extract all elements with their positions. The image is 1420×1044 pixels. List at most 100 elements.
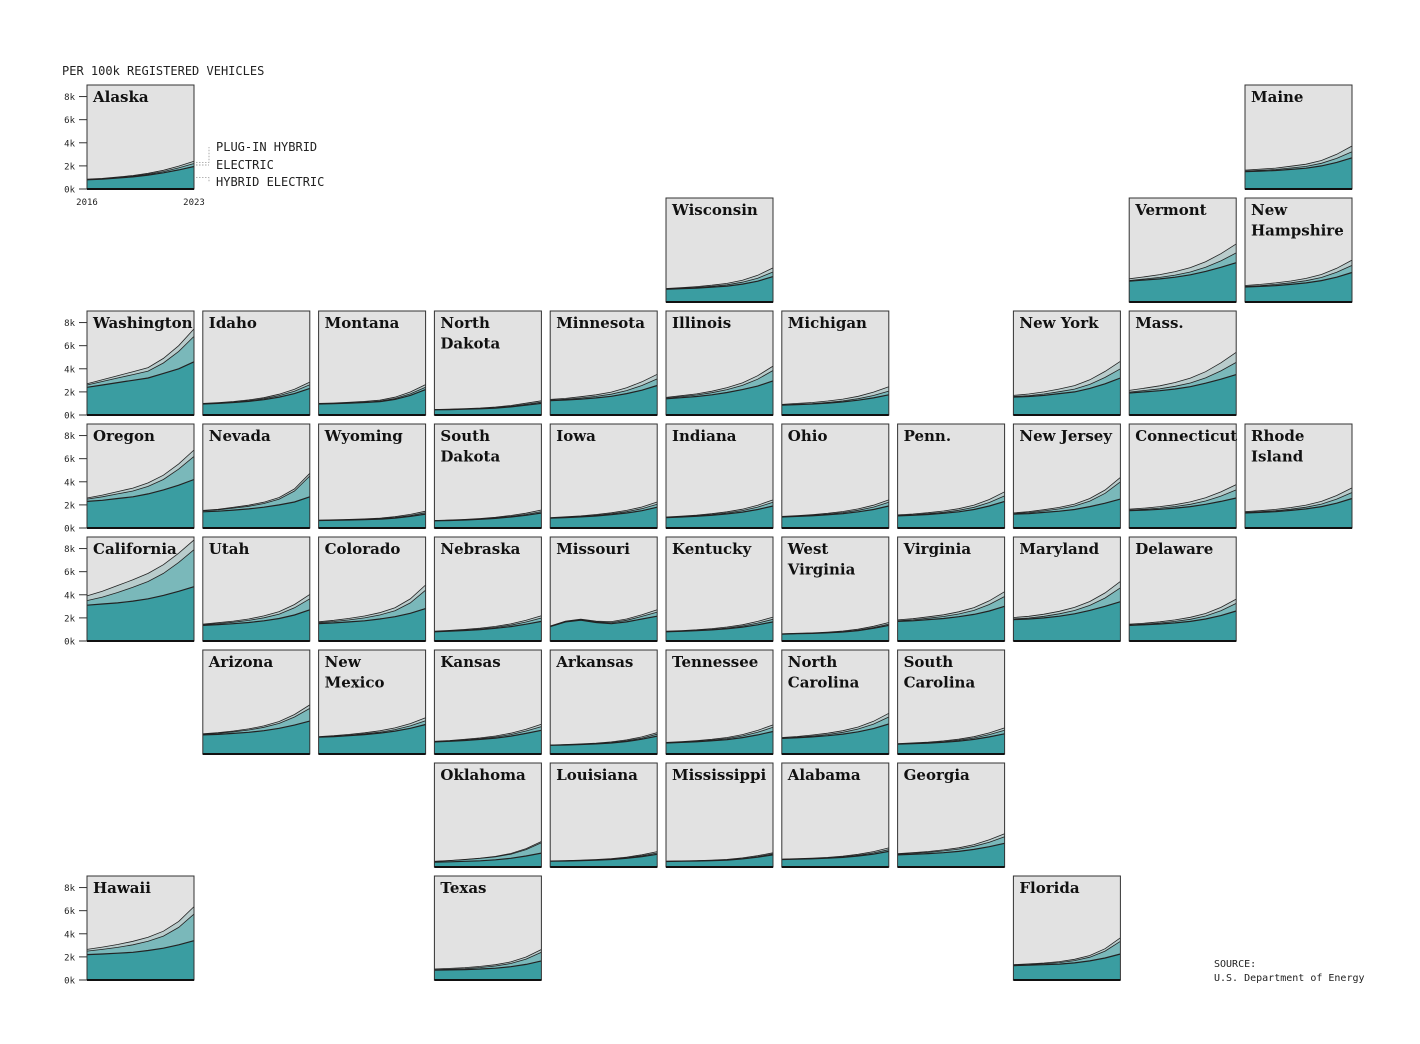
area-hybrid-electric	[202, 609, 310, 641]
series-line	[897, 605, 1005, 622]
state-name: Kansas	[440, 653, 500, 671]
y-tick-label: 8k	[64, 545, 75, 555]
area-hybrid-electric	[897, 606, 1005, 641]
state-name: Utah	[209, 540, 250, 558]
series-line	[781, 712, 889, 738]
y-tick-label: 6k	[64, 907, 75, 917]
panel-west-virginia: West Virginia	[781, 536, 890, 642]
state-name: Alabama	[787, 766, 861, 784]
series-line	[86, 336, 195, 386]
series-line	[781, 716, 889, 739]
area-hybrid-electric	[434, 960, 542, 980]
panel-alaska: Alaska 0k 2k 4k 6k 8k 2016 2023 PLUG-IN HYBRID EL…	[64, 84, 324, 208]
area-hybrid-electric	[550, 736, 658, 754]
series-line	[665, 276, 774, 290]
x-tick-label: 2023	[183, 198, 205, 208]
series-line	[1244, 151, 1353, 172]
panel-utah: Utah	[202, 536, 311, 642]
area-electric	[202, 708, 310, 735]
panel-north-carolina: North Carolina	[781, 649, 890, 755]
series-line	[1129, 351, 1237, 391]
panel-south-carolina: South Carolina	[897, 649, 1006, 755]
series-line	[1129, 603, 1237, 626]
panel-nebraska: Nebraska	[433, 536, 542, 642]
panel-connecticut: Connecticut	[1128, 423, 1237, 529]
series-line	[318, 589, 426, 624]
panel-maryland: Maryland	[1012, 536, 1121, 642]
panel-minnesota: Minnesota	[549, 310, 658, 416]
series-line	[1129, 489, 1237, 511]
panel-background	[434, 424, 542, 528]
series-line	[550, 609, 658, 627]
y-tick-label: 8k	[64, 93, 75, 103]
series-line	[665, 854, 774, 863]
series-line	[1244, 145, 1353, 171]
panel-new-jersey: New Jersey	[1012, 423, 1121, 529]
area-hybrid-electric	[1129, 262, 1237, 302]
area-hybrid-electric	[550, 854, 658, 867]
panel-new-york: New York	[1012, 310, 1121, 416]
y-tick-label: 8k	[64, 884, 75, 894]
series-line	[897, 591, 1005, 621]
panel-idaho: Idaho	[202, 310, 311, 416]
state-name: New	[1251, 201, 1288, 219]
y-tick-label: 2k	[64, 388, 75, 398]
series-line	[665, 499, 774, 518]
series-line	[550, 373, 658, 400]
state-name: Connecticut	[1135, 427, 1237, 445]
y-tick-label: 6k	[64, 116, 75, 126]
y-tick-label: 8k	[64, 319, 75, 329]
panel-maine: Maine	[1244, 84, 1353, 190]
series-line	[86, 449, 195, 499]
series-line	[665, 380, 774, 400]
series-line	[86, 456, 195, 500]
series-line	[1244, 265, 1353, 287]
area-hybrid-electric	[550, 507, 658, 528]
series-line	[1013, 587, 1121, 620]
state-name: Wyoming	[324, 427, 404, 445]
area-electric	[897, 836, 1005, 855]
series-line	[550, 853, 658, 862]
series-line	[665, 724, 774, 743]
series-line	[1013, 953, 1121, 967]
state-name: Michigan	[788, 314, 867, 332]
series-line	[434, 723, 542, 742]
panel-kentucky: Kentucky	[665, 536, 774, 642]
panel-illinois: Illinois	[665, 310, 774, 416]
series-line	[1013, 368, 1121, 397]
series-line	[434, 842, 542, 862]
area-electric	[781, 717, 889, 739]
state-name: Penn.	[904, 427, 951, 445]
panel-mississippi: Mississippi	[665, 762, 774, 868]
panel-mass: Mass.	[1128, 310, 1237, 416]
area-electric	[1129, 362, 1237, 393]
series-line	[1129, 262, 1237, 282]
series-line	[781, 499, 889, 517]
state-name: Maryland	[1019, 540, 1099, 558]
panel-oklahoma: Oklahoma	[433, 762, 542, 868]
y-tick-label: 0k	[64, 186, 75, 196]
area-hybrid-electric	[434, 403, 542, 415]
area-electric	[1013, 941, 1121, 966]
panel-background	[550, 763, 658, 867]
panel-alabama: Alabama	[781, 762, 890, 868]
y-tick-label: 2k	[64, 614, 75, 624]
y-tick-label: 4k	[64, 139, 75, 149]
panel-background	[318, 424, 426, 528]
area-electric	[1245, 151, 1352, 172]
panel-georgia: Georgia	[897, 762, 1006, 868]
area-hybrid-electric	[897, 501, 1005, 528]
series-line	[434, 512, 542, 522]
series-line	[318, 608, 426, 625]
panel-background	[550, 650, 658, 754]
area-electric	[87, 549, 194, 606]
y-tick-label: 0k	[64, 412, 75, 422]
y-tick-label: 0k	[64, 638, 75, 648]
state-name: New Jersey	[1019, 427, 1113, 445]
state-name: Mississippi	[672, 766, 766, 784]
state-name: South	[904, 653, 954, 671]
state-name: Illinois	[672, 314, 731, 332]
area-hybrid-electric	[318, 514, 426, 528]
area-hybrid-electric	[87, 361, 194, 415]
